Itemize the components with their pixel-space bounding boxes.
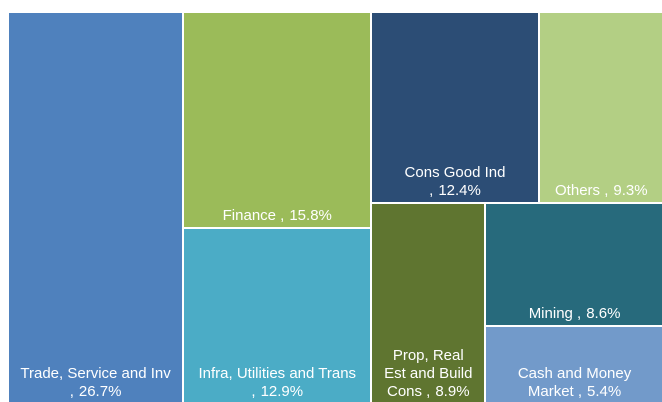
value-label: 8.9% (435, 382, 470, 400)
tile: Mining , 8.6% (485, 202, 662, 327)
tile-label: Cash and Money Market , 5.4% (494, 365, 655, 401)
tile-label: Others , 9.3% (555, 182, 648, 200)
value-label: 9.3% (613, 181, 648, 199)
category-label: Cons Good Ind , (404, 163, 506, 199)
category-label: Cash and Money Market , (517, 364, 632, 400)
value-label: 8.6% (586, 305, 621, 323)
tile-label: Infra, Utilities and Trans , 12.9% (192, 365, 362, 401)
tile: Cons Good Ind , 12.4% (371, 12, 539, 203)
tile-label: Finance , 15.8% (223, 207, 332, 225)
value-label: 26.7% (78, 383, 122, 400)
value-label: 15.8% (289, 206, 332, 224)
value-label: 12.4% (438, 181, 481, 199)
tile: Prop, Real Est and Build Cons , 8.9% (371, 202, 486, 402)
tile: Others , 9.3% (538, 12, 662, 203)
tile: Trade, Service and Inv , 26.7% (8, 12, 184, 402)
value-label: 12.9% (260, 382, 304, 400)
tile-label: Cons Good Ind , 12.4% (380, 164, 529, 200)
tile-label: Mining , 8.6% (529, 305, 621, 323)
tile-label: Prop, Real Est and Build Cons , 8.9% (380, 347, 476, 401)
category-label: Others , (555, 181, 609, 199)
category-label: Infra, Utilities and Trans , (198, 364, 357, 400)
category-label: Prop, Real Est and Build Cons , (384, 346, 473, 400)
value-label: 5.4% (587, 382, 622, 400)
tile: Finance , 15.8% (183, 12, 372, 228)
tile-label: Trade, Service and Inv , 26.7% (17, 365, 174, 401)
tile: Infra, Utilities and Trans , 12.9% (183, 227, 372, 402)
category-label: Finance , (222, 206, 285, 224)
tile: Cash and Money Market , 5.4% (485, 326, 662, 402)
category-label: Mining , (528, 305, 582, 323)
category-label: Trade, Service and Inv , (20, 365, 171, 400)
